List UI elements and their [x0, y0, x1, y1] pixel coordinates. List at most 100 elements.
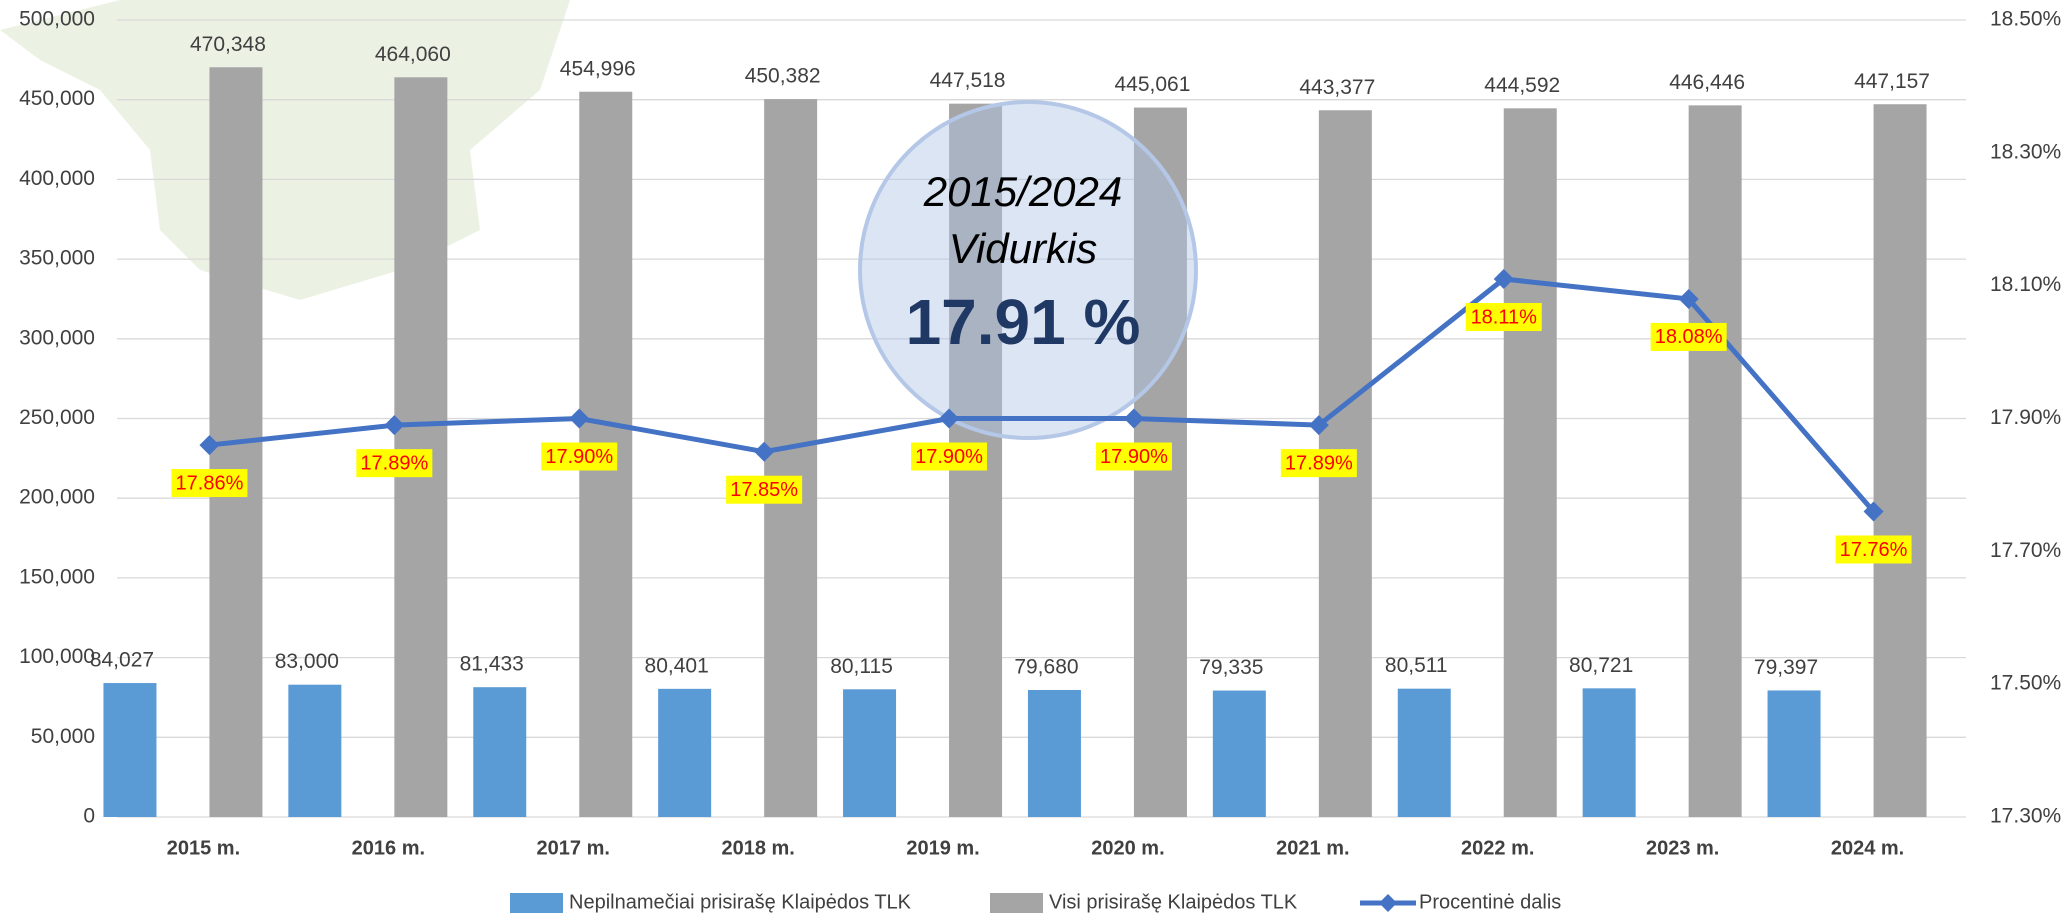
y-tick-label: 350,000: [19, 247, 95, 270]
bar-value-label: 80,511: [1385, 654, 1448, 677]
bar-value-label: 79,680: [1014, 656, 1078, 679]
y2-tick-label: 17.70%: [1990, 539, 2061, 562]
data-label-background: [1835, 535, 1912, 564]
bar: [473, 687, 527, 817]
data-label-background: [356, 449, 433, 478]
line-value-label: 17.90%: [1100, 446, 1168, 468]
bar: [288, 684, 342, 817]
bar: [1582, 688, 1636, 817]
y2-tick-label: 17.90%: [1990, 406, 2061, 429]
line-marker: [939, 408, 960, 429]
annotation-text: 2015/2024: [923, 168, 1123, 215]
line-value-label: 17.90%: [915, 446, 983, 468]
data-label-background: [1465, 303, 1542, 332]
bar-value-label: 79,397: [1754, 656, 1818, 679]
bar: [394, 77, 448, 818]
line-marker: [1308, 415, 1329, 436]
y-tick-label: 300,000: [19, 326, 95, 349]
x-tick-label: 2017 m.: [537, 837, 610, 859]
bar: [658, 688, 712, 817]
line-marker: [199, 435, 220, 456]
line-marker: [384, 415, 405, 436]
y-tick-label: 200,000: [19, 486, 95, 509]
data-label-background: [911, 442, 988, 471]
legend-label: Procentinė dalis: [1419, 891, 1561, 913]
line-value-label: 18.11%: [1471, 306, 1538, 328]
bar: [843, 689, 897, 817]
legend-swatch: [990, 893, 1043, 913]
y2-tick-label: 17.30%: [1990, 805, 2061, 828]
y-tick-label: 450,000: [19, 87, 95, 110]
data-label-background: [1650, 322, 1727, 351]
legend-marker: [1379, 894, 1397, 912]
line-marker: [754, 441, 775, 462]
bar-value-label: 79,335: [1199, 656, 1263, 679]
line-value-label: 17.86%: [176, 472, 244, 494]
bar: [1397, 688, 1451, 817]
line-marker: [1678, 288, 1699, 309]
y-tick-label: 50,000: [31, 725, 95, 748]
bar-value-label: 80,115: [830, 655, 893, 678]
x-tick-label: 2024 m.: [1831, 837, 1904, 859]
bar-value-label: 443,377: [1299, 76, 1375, 99]
bar-value-label: 470,348: [190, 33, 266, 56]
x-tick-label: 2020 m.: [1091, 837, 1164, 859]
bar-value-label: 464,060: [375, 43, 451, 66]
bar-value-label: 454,996: [560, 57, 636, 80]
y-tick-label: 150,000: [19, 565, 95, 588]
line-value-label: 17.89%: [360, 452, 428, 474]
legend-swatch: [510, 893, 563, 913]
y-tick-label: 500,000: [19, 8, 95, 31]
x-tick-label: 2019 m.: [906, 837, 979, 859]
bar-value-label: 80,721: [1569, 654, 1633, 677]
line: [209, 276, 1876, 514]
x-tick-label: 2018 m.: [721, 837, 794, 859]
bar-value-label: 84,027: [90, 649, 154, 672]
bar-value-label: 447,157: [1854, 70, 1930, 93]
y2-tick-label: 18.10%: [1990, 273, 2061, 296]
average-annotation: 2015/2024 Vidurkis 17.91 %: [858, 100, 1198, 440]
bar-value-label: 444,592: [1484, 74, 1560, 97]
x-tick-label: 2022 m.: [1461, 837, 1534, 859]
line-value-label: 17.85%: [730, 479, 798, 501]
bar: [1688, 105, 1742, 818]
bar-value-label: 447,518: [930, 69, 1006, 92]
line-value-label: 17.90%: [545, 446, 613, 468]
x-tick-label: 2016 m.: [352, 837, 425, 859]
bar-value-label: 445,061: [1114, 73, 1190, 96]
line-value-label: 18.08%: [1655, 326, 1723, 348]
data-label-background: [726, 475, 803, 504]
line-marker: [1123, 408, 1144, 429]
y2-tick-label: 18.50%: [1990, 8, 2061, 31]
line-marker: [1863, 501, 1884, 522]
y2-tick-label: 18.30%: [1990, 140, 2061, 163]
data-label-background: [541, 442, 618, 471]
bar-value-label: 446,446: [1669, 71, 1745, 94]
bar-value-label: 80,401: [645, 654, 709, 677]
data-label-background: [1095, 442, 1172, 471]
bar: [1027, 689, 1081, 817]
x-tick-label: 2021 m.: [1276, 837, 1349, 859]
line-value-label: 17.76%: [1840, 539, 1908, 561]
data-label-background: [171, 469, 248, 498]
annotation-value: 17.91 %: [906, 286, 1141, 358]
y-tick-label: 0: [83, 805, 95, 828]
bar: [1212, 690, 1266, 817]
bar: [1873, 104, 1927, 817]
x-tick-label: 2023 m.: [1646, 837, 1719, 859]
line-value-label: 17.89%: [1285, 452, 1353, 474]
bar-value-label: 450,382: [745, 65, 821, 88]
annotation-text: Vidurkis: [949, 225, 1098, 272]
bar: [103, 683, 157, 817]
data-label-background: [1280, 449, 1357, 478]
x-tick-label: 2015 m.: [167, 837, 240, 859]
legend-label: Nepilnamečiai prisirašę Klaipėdos TLK: [569, 891, 912, 913]
y2-tick-label: 17.50%: [1990, 672, 2061, 695]
legend-label: Visi prisirašę Klaipėdos TLK: [1049, 891, 1298, 913]
bar: [1503, 108, 1557, 817]
bar: [764, 99, 818, 818]
bar-value-label: 83,000: [275, 650, 339, 673]
annotation-circle: [858, 100, 1198, 440]
bar-value-label: 81,433: [460, 653, 524, 676]
